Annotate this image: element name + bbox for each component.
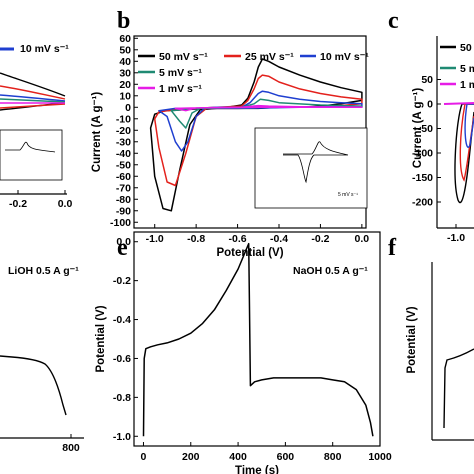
panel-b-y-tick-label: 0 <box>125 102 131 114</box>
panel-c-y-tick-label: -200 <box>412 197 433 209</box>
panel-b-y-tick-label: 50 <box>119 44 131 56</box>
panel-b-inset: 5 mV s⁻¹ <box>254 127 368 209</box>
panel-c-curve-black <box>454 103 474 204</box>
panel-e-plot: 0 200 400 600 800 1000 0.0 -0.2 -0.4 -0.6 -0.8 -1.0… <box>95 231 392 474</box>
panel-c-y-tick-label: 0 <box>427 99 433 111</box>
panel-b-inset-frame <box>254 127 368 209</box>
panel-c: c Current (A g⁻¹) -1.0 50 0 -50 -100 -150 -20… <box>388 8 474 244</box>
panel-b: b -1.0 -0.8 -0.6 -0.4 -0.2 0.06050403020100-1… <box>91 8 369 259</box>
panel-e-label: e <box>117 235 128 261</box>
panel-d-curve <box>0 355 67 416</box>
panel-c-y-axis-label: Current (A g⁻¹) <box>412 88 424 169</box>
panel-c-legend-label-1: 50 <box>460 42 472 54</box>
panel-b-y-tick-label: -40 <box>116 148 131 160</box>
panel-b-inset-legend: 5 mV s⁻¹ <box>338 192 358 198</box>
panel-d: LiOH 0.5 A g⁻¹ 800 <box>0 265 84 454</box>
panel-e-x-axis-label: Time (s) <box>235 465 279 474</box>
panel-a-legend-label: 10 mV s⁻¹ <box>20 43 69 55</box>
panel-b-inset-curve <box>283 141 349 184</box>
panel-c-y-tick-label: -50 <box>418 123 433 135</box>
legend-label-5: 5 mV s⁻¹ <box>159 67 202 79</box>
panel-b-y-tick-label: -90 <box>116 205 131 217</box>
panel-f-label: f <box>388 235 397 261</box>
panel-b-y-tick-label: -70 <box>116 182 131 194</box>
panel-b-series-4 <box>174 104 363 112</box>
panel-b-x-tick-label: -0.6 <box>229 233 247 245</box>
panel-c-y-tick-label: 50 <box>421 74 433 86</box>
panel-f-curve <box>443 348 474 429</box>
panel-e-y-tick-label: -0.4 <box>113 314 131 326</box>
panel-c-y-ticks: 50 0 -50 -100 -150 -200 <box>412 74 441 209</box>
legend-label-25: 25 mV s⁻¹ <box>245 51 294 63</box>
panel-e-note: NaOH 0.5 A g⁻¹ <box>293 265 368 277</box>
panel-b-x-tick-label: 0.0 <box>355 233 370 245</box>
panel-e: e 0 200 400 600 800 1000 0.0 -0.2 -0.4 -0.6 -0.8 -1… <box>95 231 392 474</box>
panel-b-y-tick-label: 40 <box>119 56 131 68</box>
panel-a-curve-red <box>0 85 66 109</box>
panel-a: 10 mV s⁻¹ -0.2 0.0 <box>0 43 72 210</box>
panel-b-y-tick-label: 60 <box>119 33 131 45</box>
panel-a-curve-blue <box>0 94 66 102</box>
panel-b-y-axis-label: Current (A g⁻¹) <box>91 92 103 173</box>
panel-e-x-tick-label: 0 <box>141 451 147 463</box>
panel-b-label: b <box>117 8 130 34</box>
panel-e-y-tick-label: -0.2 <box>113 275 131 287</box>
panel-b-y-tick-label: -60 <box>116 171 131 183</box>
panel-b-y-tick-label: -100 <box>110 217 131 229</box>
panel-b-x-tick-label: -0.2 <box>311 233 329 245</box>
panel-c-y-tick-label: -100 <box>412 148 433 160</box>
panel-e-y-tick-label: -0.6 <box>113 353 131 365</box>
panel-c-legend-label-3: 1 m <box>460 79 474 91</box>
panel-d-note: LiOH 0.5 A g⁻¹ <box>8 265 79 277</box>
panel-f-y-axis-label: Potential (V) <box>406 306 418 373</box>
panel-e-x-tick-label: 200 <box>182 451 200 463</box>
panel-e-y-tick-label: 0.0 <box>116 236 131 248</box>
panel-b-y-tick-label: 30 <box>119 67 131 79</box>
panel-e-x-tick-label: 400 <box>229 451 247 463</box>
panel-c-curve-red <box>459 103 474 182</box>
panel-a-x-tick-label-2: 0.0 <box>58 198 73 210</box>
panel-e-x-tick-label: 1000 <box>368 451 392 463</box>
panel-e-y-axis-label: Potential (V) <box>95 305 107 372</box>
panel-c-curve-blue <box>464 103 474 148</box>
legend-label-50: 50 mV s⁻¹ <box>159 51 208 63</box>
panel-c-curve-magenta <box>443 102 474 105</box>
panel-b-y-tick-label: -80 <box>116 194 131 206</box>
panel-b-y-tick-label: -50 <box>116 159 131 171</box>
panel-b-y-tick-label: 10 <box>119 90 131 102</box>
panel-b-x-tick-label: -0.4 <box>270 233 288 245</box>
panel-c-legend-label-2: 5 m <box>460 63 474 75</box>
panel-f: f Potential (V) <box>388 235 474 441</box>
panel-e-x-tick-label: 600 <box>277 451 295 463</box>
panel-e-y-tick-label: -1.0 <box>113 431 131 443</box>
panel-b-y-tick-label: 20 <box>119 79 131 91</box>
panel-b-plot: -1.0 -0.8 -0.6 -0.4 -0.2 0.06050403020100-10-… <box>91 33 369 259</box>
panel-e-series-0 <box>142 242 374 437</box>
panel-e-y-tick-label: -0.8 <box>113 392 131 404</box>
panel-a-inset <box>0 129 63 181</box>
panel-a-legend-swatch <box>0 47 14 51</box>
panel-a-x-tick-label-1: -0.2 <box>9 198 27 210</box>
panel-c-y-tick-label: -150 <box>412 172 433 184</box>
legend-label-1: 1 mV s⁻¹ <box>159 83 202 95</box>
panel-b-x-tick-label: -1.0 <box>146 233 164 245</box>
panel-b-y-tick-label: -30 <box>116 136 131 148</box>
panel-e-x-tick-label: 800 <box>324 451 342 463</box>
panel-a-curve-green <box>0 98 66 103</box>
panel-b-y-tick-label: -10 <box>116 113 131 125</box>
panel-b-legend: 50 mV s⁻¹ 25 mV s⁻¹ 10 mV s⁻¹ 5 mV s⁻¹ 1… <box>138 51 369 95</box>
panel-a-inset-curve <box>5 141 56 153</box>
panel-b-y-tick-label: -20 <box>116 125 131 137</box>
panel-d-x-tick-label: 800 <box>62 442 80 454</box>
panel-c-x-tick-label: -1.0 <box>447 232 465 244</box>
panel-b-x-axis-label: Potential (V) <box>216 247 283 259</box>
panel-b-x-tick-label: -0.8 <box>187 233 205 245</box>
legend-label-10: 10 mV s⁻¹ <box>320 51 369 63</box>
panel-c-label: c <box>388 8 399 34</box>
panel-e-frame <box>133 231 381 447</box>
